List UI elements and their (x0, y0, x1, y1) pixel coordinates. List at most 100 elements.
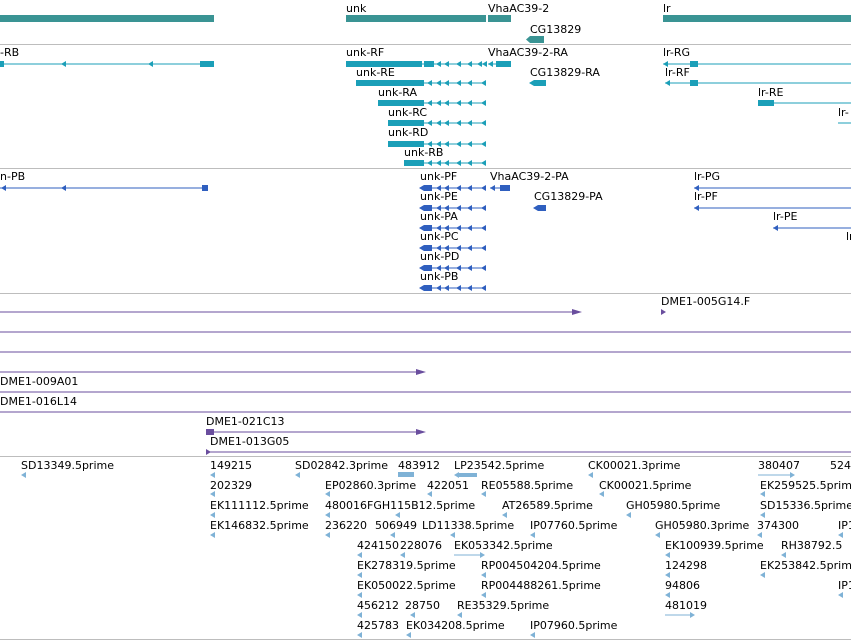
gene-label-unk[interactable]: unk (346, 2, 367, 15)
protein-lr-pf[interactable] (694, 205, 851, 211)
est-glyph[interactable] (357, 552, 362, 558)
est-label[interactable]: 28750 (405, 599, 440, 612)
gene-bar-unk[interactable] (346, 15, 486, 22)
est-label[interactable]: EK050022.5prime (357, 579, 456, 592)
est-label[interactable]: RP004488261.5prime (481, 579, 601, 592)
est-label[interactable]: EP02860.3prime (325, 479, 417, 492)
est-label[interactable]: 456212 (357, 599, 399, 612)
protein-unk-pd[interactable] (419, 265, 486, 271)
est-glyph[interactable] (410, 612, 415, 618)
est-label[interactable]: IP1 (838, 519, 851, 532)
est-glyph[interactable] (450, 532, 455, 538)
est-glyph[interactable] (210, 532, 215, 538)
transcript-lr-rg[interactable] (663, 61, 851, 67)
est-label[interactable]: 425783 (357, 619, 399, 632)
est-label[interactable]: EK253842.5prime (760, 559, 851, 572)
est-label[interactable]: RP004504204.5prime (481, 559, 601, 572)
protein-lr-pe[interactable] (773, 225, 851, 231)
est-label[interactable]: 483912 (398, 459, 440, 472)
transcript-unk-re[interactable] (356, 80, 486, 86)
est-label[interactable]: IP07760.5prime (530, 519, 618, 532)
est-glyph[interactable] (357, 572, 362, 578)
gene-label-lr[interactable]: lr (663, 2, 671, 15)
protein-label[interactable]: CG13829-PA (534, 190, 603, 203)
est-label[interactable]: 506949 (375, 519, 417, 532)
est-glyph[interactable] (599, 491, 604, 497)
gene-bar[interactable] (0, 15, 214, 22)
est-glyph[interactable] (325, 512, 330, 518)
protein-unk-pa[interactable] (419, 225, 486, 231)
protein-label[interactable]: lr-PF (694, 190, 718, 203)
est-label[interactable]: 481019 (665, 599, 707, 612)
est-glyph[interactable] (838, 532, 843, 538)
est-label[interactable]: 228076 (400, 539, 442, 552)
est-glyph[interactable] (655, 532, 660, 538)
transcript-unk-rd[interactable] (388, 141, 486, 147)
gene-bar-cg13829[interactable] (530, 36, 544, 43)
est-glyph[interactable] (481, 491, 486, 497)
est-label[interactable]: 202329 (210, 479, 252, 492)
est-glyph[interactable] (530, 632, 535, 638)
protein-label[interactable]: n-PB (0, 170, 26, 183)
est-glyph[interactable] (626, 512, 631, 518)
est-glyph[interactable] (395, 512, 400, 518)
est-glyph[interactable] (530, 532, 535, 538)
est-glyph[interactable] (295, 472, 300, 478)
est-glyph[interactable] (427, 491, 432, 497)
est-glyph[interactable] (760, 491, 765, 497)
transcript-label[interactable]: unk-RD (388, 126, 429, 139)
est-glyph[interactable] (21, 472, 26, 478)
est-glyph[interactable] (588, 472, 593, 478)
transcript-label[interactable]: unk-RC (388, 106, 428, 119)
est-label[interactable]: GH05980.5prime (626, 499, 721, 512)
est-label[interactable]: 374300 (757, 519, 799, 532)
est-label[interactable]: IP1 (838, 579, 851, 592)
est-label[interactable]: 380407 (758, 459, 800, 472)
est-glyph[interactable] (390, 532, 395, 538)
est-label[interactable]: 94806 (665, 579, 700, 592)
protein-label[interactable]: lr-PG (694, 170, 721, 183)
est-glyph[interactable] (481, 592, 486, 598)
transcript-lr-rf[interactable] (665, 80, 851, 86)
est-glyph[interactable] (665, 612, 695, 618)
protein-label[interactable]: VhaAC39-2-PA (490, 170, 569, 183)
est-glyph[interactable] (757, 532, 762, 538)
protein-label[interactable]: unk-PF (420, 170, 458, 183)
transcript-label[interactable]: VhaAC39-2-RA (488, 46, 568, 59)
est-label[interactable]: SD13349.5prime (21, 459, 114, 472)
gene-bar-vhaac39-2[interactable] (488, 15, 511, 22)
est-label[interactable]: EK100939.5prime (665, 539, 764, 552)
protein-cg13829-pa[interactable] (533, 205, 546, 211)
est-label[interactable]: 422051 (427, 479, 469, 492)
protein-label[interactable]: unk-PD (420, 250, 460, 263)
clone-label[interactable]: DME1-013G05 (210, 435, 290, 448)
clone-label[interactable]: DME1-016L14 (0, 395, 77, 408)
est-label[interactable]: EK111112.5prime (210, 499, 309, 512)
transcript-label[interactable]: CG13829-RA (530, 66, 600, 79)
est-label[interactable]: LD11338.5prime (422, 519, 515, 532)
transcript-label[interactable]: unk-RE (356, 66, 395, 79)
est-label[interactable]: 480016 (325, 499, 367, 512)
est-glyph[interactable] (760, 572, 765, 578)
est-label[interactable]: LP23542.5prime (454, 459, 545, 472)
est-glyph[interactable] (357, 592, 362, 598)
transcript-label[interactable]: -RB (0, 46, 20, 59)
est-glyph[interactable] (210, 472, 215, 478)
protein-vhaac39-2-pa[interactable] (490, 185, 510, 191)
est-label[interactable]: 524 (830, 459, 851, 472)
est-label[interactable]: EK146832.5prime (210, 519, 309, 532)
clone-label[interactable]: DME1-009A01 (0, 375, 79, 388)
est-glyph[interactable] (665, 572, 670, 578)
est-label[interactable]: SD02842.3prime (295, 459, 388, 472)
est-label[interactable]: EK278319.5prime (357, 559, 456, 572)
protein-label[interactable]: lr-PE (773, 210, 798, 223)
transcript-unk-rb[interactable] (404, 160, 486, 166)
est-glyph[interactable] (781, 552, 786, 558)
protein-label[interactable]: unk-PA (420, 210, 458, 223)
transcript-label[interactable]: unk-RB (404, 146, 444, 159)
est-glyph[interactable] (357, 632, 362, 638)
est-glyph[interactable] (454, 472, 477, 478)
protein-label[interactable]: unk-PB (420, 270, 459, 283)
est-label[interactable]: IP07960.5prime (530, 619, 618, 632)
